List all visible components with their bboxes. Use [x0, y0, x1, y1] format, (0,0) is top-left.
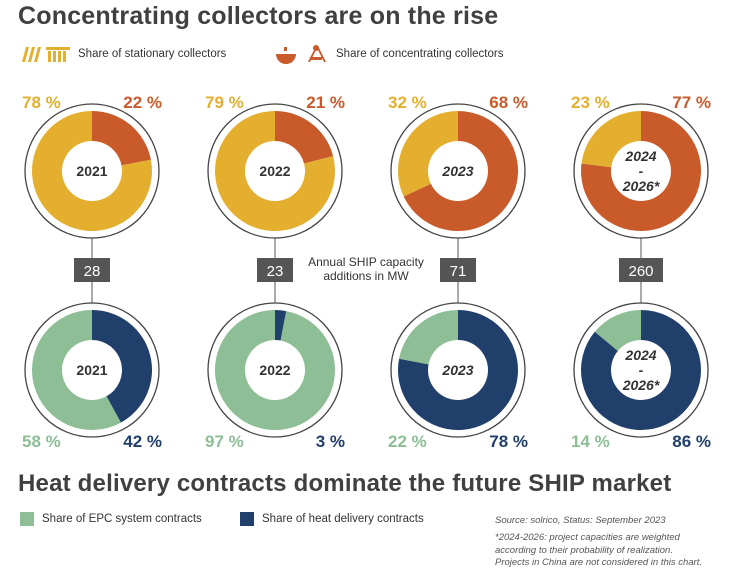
stationary-percent-label: 32 % — [388, 93, 427, 112]
slice-stationary — [31, 111, 152, 232]
heat-percent-label: 86 % — [672, 432, 711, 451]
slice-heat-delivery — [398, 310, 518, 430]
year-label: 2021 — [76, 163, 107, 179]
slice-epc — [31, 310, 121, 430]
slice-concentrating — [403, 111, 519, 232]
slice-epc — [594, 310, 641, 351]
legend-epc-label: Share of EPC system contracts — [42, 513, 202, 525]
year-label: 2024 — [624, 347, 656, 363]
stationary-percent-label: 23 % — [571, 93, 610, 112]
slice-heat-delivery — [275, 310, 287, 341]
stationary-percent-label: 79 % — [205, 93, 244, 112]
donut-hole — [245, 340, 305, 400]
legend-heat-label: Share of heat delivery contracts — [262, 513, 424, 525]
donut-hole — [62, 141, 122, 201]
capacity-value: 23 — [267, 263, 284, 280]
donut-hole — [428, 340, 488, 400]
slice-stationary — [398, 111, 458, 197]
slice-epc — [214, 310, 335, 430]
concentrating-percent-label: 68 % — [489, 93, 528, 112]
concentrating-percent-label: 22 % — [123, 93, 162, 112]
epc-percent-label: 14 % — [571, 432, 610, 451]
legend-epc: Share of EPC system contracts — [20, 512, 202, 526]
concentrating-percent-label: 77 % — [672, 93, 711, 112]
concentrating-percent-label: 21 % — [306, 93, 345, 112]
legend-heat-swatch — [240, 512, 254, 526]
year-label: 2026* — [622, 178, 660, 194]
year-label: - — [639, 362, 644, 378]
epc-percent-label: 22 % — [388, 432, 427, 451]
annotation-text: Annual SHIP capacity — [308, 255, 424, 269]
year-label: - — [639, 163, 644, 179]
stationary-collector-icon — [22, 47, 70, 62]
epc-percent-label: 58 % — [22, 432, 61, 451]
slice-concentrating — [275, 111, 334, 164]
annotation-text: additions in MW — [323, 269, 409, 283]
slice-concentrating — [581, 111, 702, 231]
capacity-box — [74, 258, 110, 282]
slice-epc — [399, 310, 458, 365]
slice-heat-delivery — [92, 310, 152, 423]
year-label: 2023 — [441, 362, 473, 378]
capacity-value: 28 — [84, 263, 101, 280]
donut-hole — [611, 141, 671, 201]
donut-hole — [611, 340, 671, 400]
source-note: Source: solrico, Status: September 2023 — [495, 515, 745, 528]
legend-stationary: Share of stationary collectors — [20, 44, 226, 64]
legend-heat: Share of heat delivery contracts — [240, 512, 424, 526]
slice-heat-delivery — [581, 310, 701, 431]
heat-percent-label: 42 % — [123, 432, 162, 451]
slice-stationary — [215, 111, 335, 231]
title-bottom: Heat delivery contracts dominate the fut… — [18, 470, 672, 497]
footnote: *2024-2026: project capacities are weigh… — [495, 532, 745, 570]
legend-epc-swatch — [20, 512, 34, 526]
slice-concentrating — [92, 111, 151, 166]
footnote-line: Projects in China are not considered in … — [495, 557, 702, 568]
year-label: 2023 — [441, 163, 473, 179]
year-label: 2024 — [624, 148, 656, 164]
legend-concentrating-label: Share of concentrating collectors — [336, 48, 504, 60]
heat-percent-label: 3 % — [316, 432, 345, 451]
capacity-box — [257, 258, 293, 282]
slice-stationary — [581, 110, 641, 168]
capacity-box — [440, 258, 476, 282]
legend-stationary-label: Share of stationary collectors — [78, 48, 227, 60]
capacity-value: 71 — [450, 263, 467, 280]
footnote-line: *2024-2026: project capacities are weigh… — [495, 532, 680, 543]
year-label: 2026* — [622, 377, 660, 393]
donut-hole — [428, 141, 488, 201]
year-label: 2022 — [259, 362, 290, 378]
concentrating-collector-icon — [276, 45, 326, 64]
footnote-line: according to their probability of realiz… — [495, 544, 673, 556]
stationary-percent-label: 78 % — [22, 93, 61, 112]
year-label: 2021 — [76, 362, 107, 378]
donut-hole — [62, 340, 122, 400]
title-top: Concentrating collectors are on the rise — [18, 2, 499, 30]
year-label: 2022 — [259, 163, 290, 179]
heat-percent-label: 78 % — [489, 432, 528, 451]
source-text: Source: solrico, Status: September 2023 — [495, 515, 666, 526]
legend-concentrating: Share of concentrating collectors — [274, 44, 503, 64]
epc-percent-label: 97 % — [205, 432, 244, 451]
capacity-value: 260 — [628, 263, 653, 280]
capacity-box — [619, 258, 663, 282]
donut-hole — [245, 141, 305, 201]
